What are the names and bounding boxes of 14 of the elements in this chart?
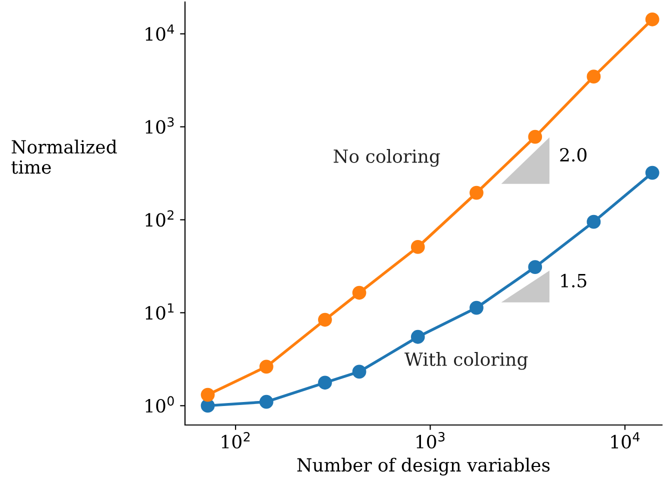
text: No coloring <box>334 149 440 167</box>
y-tick-label: 10$^{1}$ <box>146 303 174 320</box>
annotation: 2.0 <box>560 148 586 162</box>
y-tick-label: 10$^{3}$ <box>146 117 174 134</box>
x-tick-label: 10$^{2}$ <box>222 432 250 449</box>
x-axis-title: Number of design variables <box>297 458 550 476</box>
y-axis-title: Normalized time <box>11 140 117 174</box>
y-tick-label: 10$^{0}$ <box>146 396 174 413</box>
x-tick-label: 10$^{3}$ <box>416 432 445 449</box>
y-tick-label: 10$^{2}$ <box>146 210 174 227</box>
annotation: 1.5 <box>561 274 586 288</box>
x-tick-label: 10$^{4}$ <box>611 432 640 449</box>
y-tick-label: 10$^{4}$ <box>146 24 174 41</box>
series-label: With coloring <box>404 352 528 370</box>
